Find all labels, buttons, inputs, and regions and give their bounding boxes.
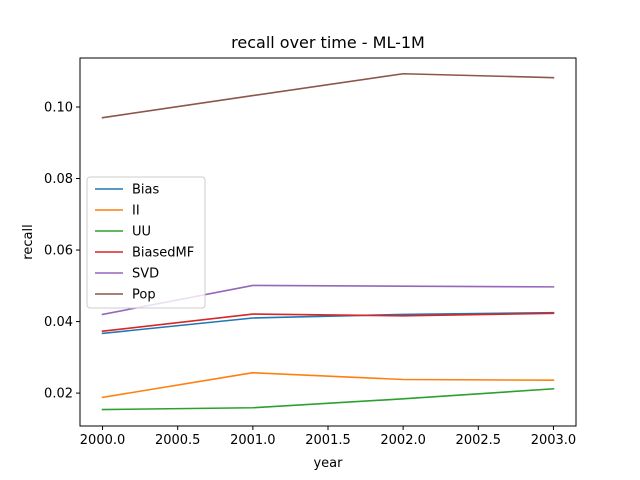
y-axis: 0.02 0.04 0.06 0.08 0.10 (44, 100, 80, 402)
legend-label-ii: II (132, 204, 140, 219)
x-tick-label: 2000.5 (155, 433, 201, 448)
y-tick-label: 0.04 (44, 315, 73, 330)
legend: Bias II UU BiasedMF SVD Pop (86, 176, 206, 309)
series-layer (101, 72, 555, 411)
series-line-ii (101, 371, 555, 399)
x-axis-title: year (313, 456, 343, 471)
x-tick-label: 2003.0 (531, 433, 577, 448)
legend-label-uu: UU (132, 225, 151, 240)
legend-label-biasedmf: BiasedMF (132, 246, 194, 261)
chart-title: recall over time - ML-1M (231, 33, 425, 52)
y-tick-label: 0.02 (44, 387, 73, 402)
y-tick-label: 0.06 (44, 244, 73, 259)
legend-label-svd: SVD (132, 267, 159, 282)
legend-label-pop: Pop (132, 288, 156, 303)
y-axis-title: recall (21, 224, 36, 259)
y-tick-label: 0.10 (44, 100, 73, 115)
series-line-pop (101, 72, 555, 119)
x-tick-label: 2000.0 (80, 433, 126, 448)
x-tick-label: 2002.5 (456, 433, 502, 448)
x-axis: 2000.0 2000.5 2001.0 2001.5 2002.0 2002.5 2003… (80, 426, 576, 448)
series-line-uu (101, 387, 555, 411)
series-line-bias (101, 311, 555, 335)
y-tick-label: 0.08 (44, 172, 73, 187)
series-line-biasedmf (101, 312, 555, 333)
x-tick-label: 2001.5 (305, 433, 351, 448)
x-tick-label: 2001.0 (230, 433, 276, 448)
x-tick-label: 2002.0 (380, 433, 426, 448)
legend-label-bias: Bias (132, 183, 159, 198)
